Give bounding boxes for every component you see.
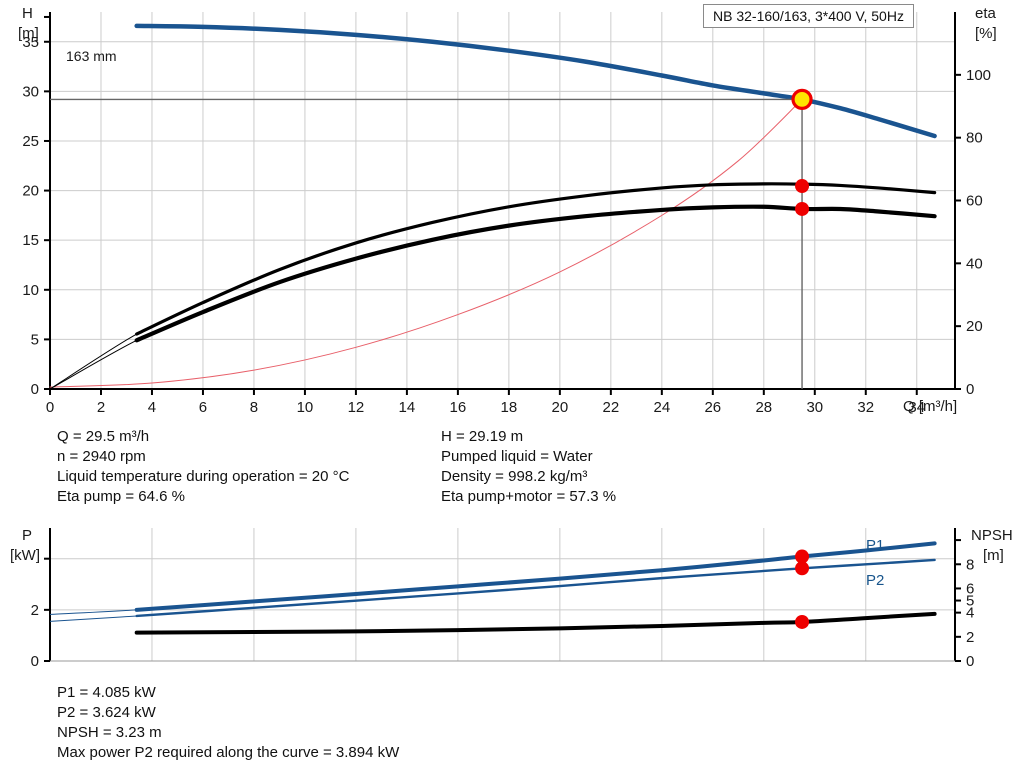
top-chart-axes <box>44 12 961 395</box>
duty-info-h: H = 29.19 m <box>441 428 524 445</box>
p2-curve-label: P2 <box>866 572 884 589</box>
duty-info-left: Q = 29.5 m³/h n = 2940 rpm Liquid temper… <box>57 427 349 507</box>
svg-text:10: 10 <box>297 399 314 416</box>
svg-text:20: 20 <box>22 183 39 200</box>
duty-info-q: Q = 29.5 m³/h <box>57 428 150 445</box>
duty-info-right: H = 29.19 m Pumped liquid = Water Densit… <box>441 427 616 507</box>
p-axis-unit: [kW] <box>10 547 40 564</box>
top-chart-gridlines <box>50 12 955 390</box>
svg-text:0: 0 <box>31 381 39 398</box>
bottom-chart-axes <box>44 528 961 662</box>
bottom-info: P1 = 4.085 kW P2 = 3.624 kW NPSH = 3.23 … <box>57 683 399 763</box>
svg-text:8: 8 <box>966 556 974 573</box>
svg-text:22: 22 <box>603 399 620 416</box>
svg-text:16: 16 <box>450 399 467 416</box>
svg-text:2: 2 <box>31 602 39 619</box>
svg-text:15: 15 <box>22 232 39 249</box>
pump-title-box: NB 32-160/163, 3*400 V, 50Hz <box>703 4 914 28</box>
eta-axis-unit: [%] <box>975 25 997 42</box>
svg-text:14: 14 <box>399 399 416 416</box>
svg-text:2: 2 <box>966 629 974 646</box>
duty-info-eta-pump-motor: Eta pump+motor = 57.3 % <box>441 488 617 505</box>
h-axis-name: H <box>22 5 33 22</box>
eta-axis-name: eta <box>975 5 997 22</box>
svg-text:5: 5 <box>966 593 974 610</box>
svg-text:5: 5 <box>31 331 39 348</box>
bottom-info-npsh: NPSH = 3.23 m <box>57 724 162 741</box>
bottom-info-p1: P1 = 4.085 kW <box>57 684 156 701</box>
bottom-info-maxpower: Max power P2 required along the curve = … <box>57 744 400 761</box>
svg-text:10: 10 <box>22 282 39 299</box>
bottom-chart-curves <box>49 541 937 635</box>
npsh-axis-unit: [m] <box>983 547 1004 564</box>
duty-info-speed: n = 2940 rpm <box>57 448 146 465</box>
top-chart-curves <box>49 23 937 390</box>
duty-info-density: Density = 998.2 kg/m³ <box>441 468 588 485</box>
svg-text:0: 0 <box>966 653 974 670</box>
npsh-axis-name: NPSH <box>971 527 1013 544</box>
svg-text:34: 34 <box>908 399 925 416</box>
p-axis-name: P <box>22 527 32 544</box>
svg-text:60: 60 <box>966 193 983 210</box>
svg-text:100: 100 <box>966 67 991 84</box>
duty-info-liquid: Pumped liquid = Water <box>441 448 593 465</box>
svg-text:8: 8 <box>250 399 258 416</box>
svg-text:40: 40 <box>966 255 983 272</box>
svg-text:0: 0 <box>966 381 974 398</box>
svg-text:20: 20 <box>552 399 569 416</box>
bottom-chart-tick-labels: 0 2 0 2 456 8 <box>31 556 975 670</box>
svg-text:4: 4 <box>148 399 156 416</box>
top-chart-duty-markers[interactable] <box>50 88 813 389</box>
svg-text:18: 18 <box>501 399 518 416</box>
svg-text:35: 35 <box>22 34 39 51</box>
svg-text:6: 6 <box>966 580 974 597</box>
duty-info-temperature: Liquid temperature during operation = 20… <box>57 468 350 485</box>
svg-text:28: 28 <box>755 399 772 416</box>
svg-text:26: 26 <box>704 399 721 416</box>
q-axis-name: Q [m³/h] <box>903 398 957 415</box>
svg-text:2: 2 <box>97 399 105 416</box>
svg-text:6: 6 <box>199 399 207 416</box>
svg-text:0: 0 <box>31 653 39 670</box>
h-axis-unit: [m] <box>18 25 39 42</box>
svg-text:12: 12 <box>348 399 365 416</box>
svg-text:32: 32 <box>857 399 874 416</box>
svg-text:25: 25 <box>22 133 39 150</box>
svg-text:4: 4 <box>966 605 974 622</box>
svg-text:20: 20 <box>966 318 983 335</box>
svg-text:24: 24 <box>653 399 670 416</box>
svg-text:0: 0 <box>46 399 54 416</box>
bottom-info-p2: P2 = 3.624 kW <box>57 704 156 721</box>
power-npsh-chart: 0 2 0 2 456 8 P [kW] NPSH [m] P1 P2 <box>10 527 1013 670</box>
svg-text:30: 30 <box>806 399 823 416</box>
bottom-chart-duty-markers[interactable] <box>795 549 810 629</box>
p1-curve-label: P1 <box>866 537 884 554</box>
duty-info-eta-pump: Eta pump = 64.6 % <box>57 488 185 505</box>
svg-text:30: 30 <box>22 83 39 100</box>
impeller-size-label: 163 mm <box>66 48 117 64</box>
bottom-chart-gridlines <box>50 528 955 662</box>
svg-text:80: 80 <box>966 130 983 147</box>
